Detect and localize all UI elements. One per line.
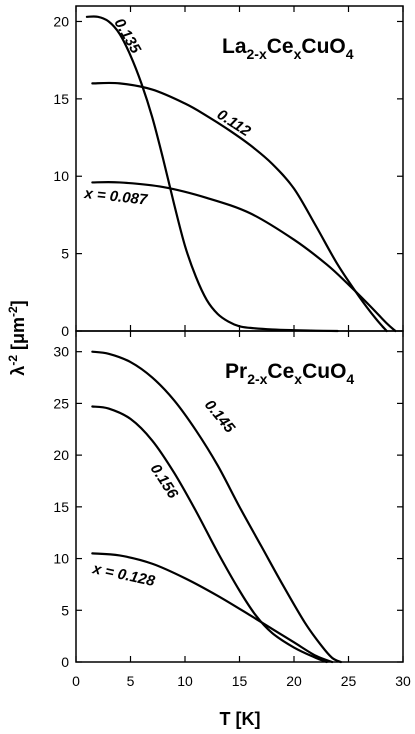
series-line-top-0: [85, 15, 339, 333]
x-tick-label-15: 15: [232, 673, 248, 689]
series-line-bottom-0: [91, 350, 342, 664]
x-tick-label-10: 10: [177, 673, 193, 689]
series-label-0156: 0.156: [147, 461, 182, 502]
panel-pr-ce-cuo: 0 5 10 15 20 25 30 0 5 10 15 20 25 30 Pr2-xCexCuO4 0.…: [53, 330, 411, 689]
ticks-top: 0 5 10 15 20: [53, 6, 404, 339]
series-line-top-2: [91, 180, 397, 333]
y-tick-label-bottom-0: 0: [61, 654, 69, 670]
y-tick-label-bottom-30: 30: [53, 344, 69, 360]
x-tick-label-5: 5: [127, 673, 135, 689]
x-tick-label-30: 30: [395, 673, 411, 689]
y-tick-label-bottom-15: 15: [53, 499, 69, 515]
series-label-x0087: x = 0.087: [83, 185, 149, 209]
series-label-0135: 0.135: [111, 16, 145, 58]
y-tick-label-bottom-25: 25: [53, 395, 69, 411]
y-tick-label-bottom-10: 10: [53, 551, 69, 567]
series-label-0145: 0.145: [201, 397, 239, 437]
x-tick-label-20: 20: [286, 673, 302, 689]
y-tick-label-top-15: 15: [53, 91, 69, 107]
x-axis-title: T [K]: [220, 709, 261, 729]
y-tick-label-bottom-20: 20: [53, 447, 69, 463]
y-tick-label-bottom-5: 5: [61, 602, 69, 618]
x-tick-label-0: 0: [72, 673, 80, 689]
panel-la-ce-cuo: 0 5 10 15 20 La2-xCexCuO4 0.135 0.112 x = 0.…: [53, 5, 404, 339]
series-label-0112: 0.112: [214, 106, 254, 140]
y-tick-label-top-20: 20: [53, 13, 69, 29]
x-tick-label-25: 25: [341, 673, 357, 689]
panel-title-bottom: Pr2-xCexCuO4: [225, 360, 354, 387]
curves-top: [85, 15, 397, 333]
ticks-bottom: 0 5 10 15 20 25 30 0 5 10 15 20 25 30: [53, 331, 411, 689]
panel-title-top: La2-xCexCuO4: [222, 35, 354, 62]
series-line-bottom-2: [91, 552, 334, 664]
y-tick-label-top-5: 5: [61, 246, 69, 262]
series-line-bottom-1: [91, 405, 328, 664]
y-tick-label-top-10: 10: [53, 168, 69, 184]
series-label-x0128: x = 0.128: [90, 560, 157, 590]
y-axis-title: λ-2 [μm-2]: [6, 300, 28, 375]
curves-bottom: [91, 350, 342, 664]
y-tick-label-top-0: 0: [61, 323, 69, 339]
